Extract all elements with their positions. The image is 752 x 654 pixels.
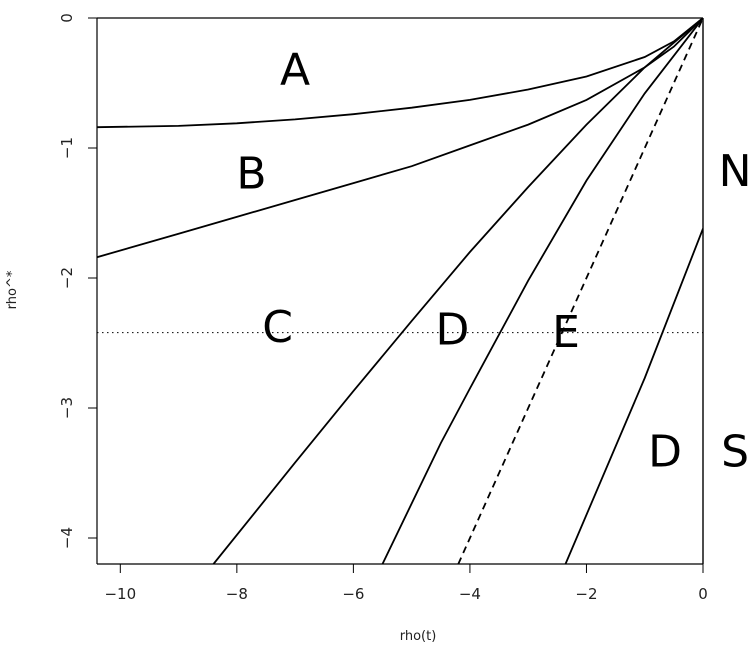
y-tick-label: 0 [58, 13, 76, 23]
region-labels: ABC D END S [236, 45, 751, 478]
y-tick-label: −2 [58, 267, 76, 289]
x-tick-label: −2 [575, 585, 597, 603]
x-tick-label: −10 [104, 585, 136, 603]
region-label-d: D [435, 305, 469, 356]
region-label-a: A [280, 45, 310, 96]
series-line-5 [457, 18, 703, 564]
axes: −10 −8 −6 −4 −2 0 0 −1 −2 −3 −4 [58, 13, 708, 603]
series-line-4 [381, 18, 703, 564]
y-tick-label: −3 [58, 397, 76, 419]
x-tick-label: −6 [342, 585, 364, 603]
region-label-c: C [262, 302, 293, 353]
region-label-n: N [719, 146, 752, 197]
series-line-1 [97, 18, 703, 129]
y-tick-label: −1 [58, 137, 76, 159]
region-label-e: E [552, 307, 580, 358]
x-tick-label: −4 [459, 585, 481, 603]
region-label-b: B [236, 149, 266, 200]
x-axis-title: rho(t) [400, 629, 437, 644]
region-label-d: D [648, 427, 682, 478]
region-label-s: S [721, 427, 749, 478]
series-layer [97, 18, 703, 564]
series-line-3 [212, 18, 703, 564]
x-tick-label: −8 [226, 585, 248, 603]
x-tick-label: 0 [698, 585, 708, 603]
reference-lines [97, 18, 704, 564]
series-line-6 [564, 228, 703, 564]
y-axis-title: rho^* [5, 270, 20, 309]
y-tick-label: −4 [58, 527, 76, 549]
